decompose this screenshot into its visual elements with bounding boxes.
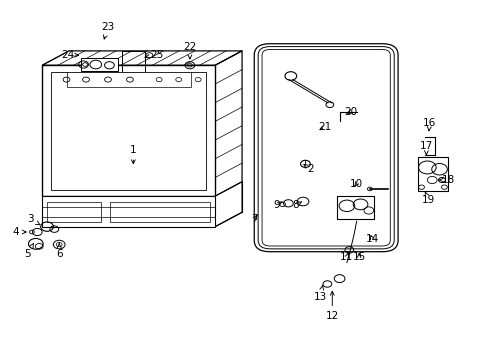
Text: 15: 15 (352, 252, 365, 262)
Text: 20: 20 (344, 107, 357, 117)
Text: 21: 21 (318, 122, 331, 132)
Text: 4: 4 (12, 227, 26, 237)
Text: 25: 25 (144, 50, 163, 60)
Text: 6: 6 (56, 243, 62, 258)
Text: 12: 12 (325, 291, 338, 321)
Text: 14: 14 (365, 234, 378, 244)
Text: 19: 19 (421, 192, 434, 205)
Polygon shape (66, 72, 190, 87)
Text: 17: 17 (419, 141, 432, 154)
Polygon shape (215, 51, 242, 196)
Text: 24: 24 (61, 50, 79, 60)
Text: 22: 22 (183, 42, 196, 59)
Polygon shape (42, 65, 215, 196)
Text: 7: 7 (250, 215, 257, 224)
Text: 5: 5 (24, 243, 34, 258)
Text: 11: 11 (340, 252, 353, 262)
Polygon shape (81, 58, 118, 71)
Polygon shape (42, 196, 215, 226)
Polygon shape (417, 157, 447, 191)
Text: 10: 10 (349, 179, 363, 189)
Polygon shape (336, 196, 373, 220)
Text: 3: 3 (27, 215, 40, 225)
Polygon shape (215, 182, 242, 226)
Polygon shape (42, 51, 242, 65)
Text: 8: 8 (292, 200, 301, 210)
Text: 18: 18 (438, 175, 454, 185)
Text: 1: 1 (130, 144, 136, 164)
Text: 2: 2 (303, 164, 313, 174)
Text: 13: 13 (313, 286, 326, 302)
Text: 9: 9 (272, 200, 282, 210)
Text: 23: 23 (101, 22, 114, 39)
Text: 16: 16 (422, 118, 435, 131)
